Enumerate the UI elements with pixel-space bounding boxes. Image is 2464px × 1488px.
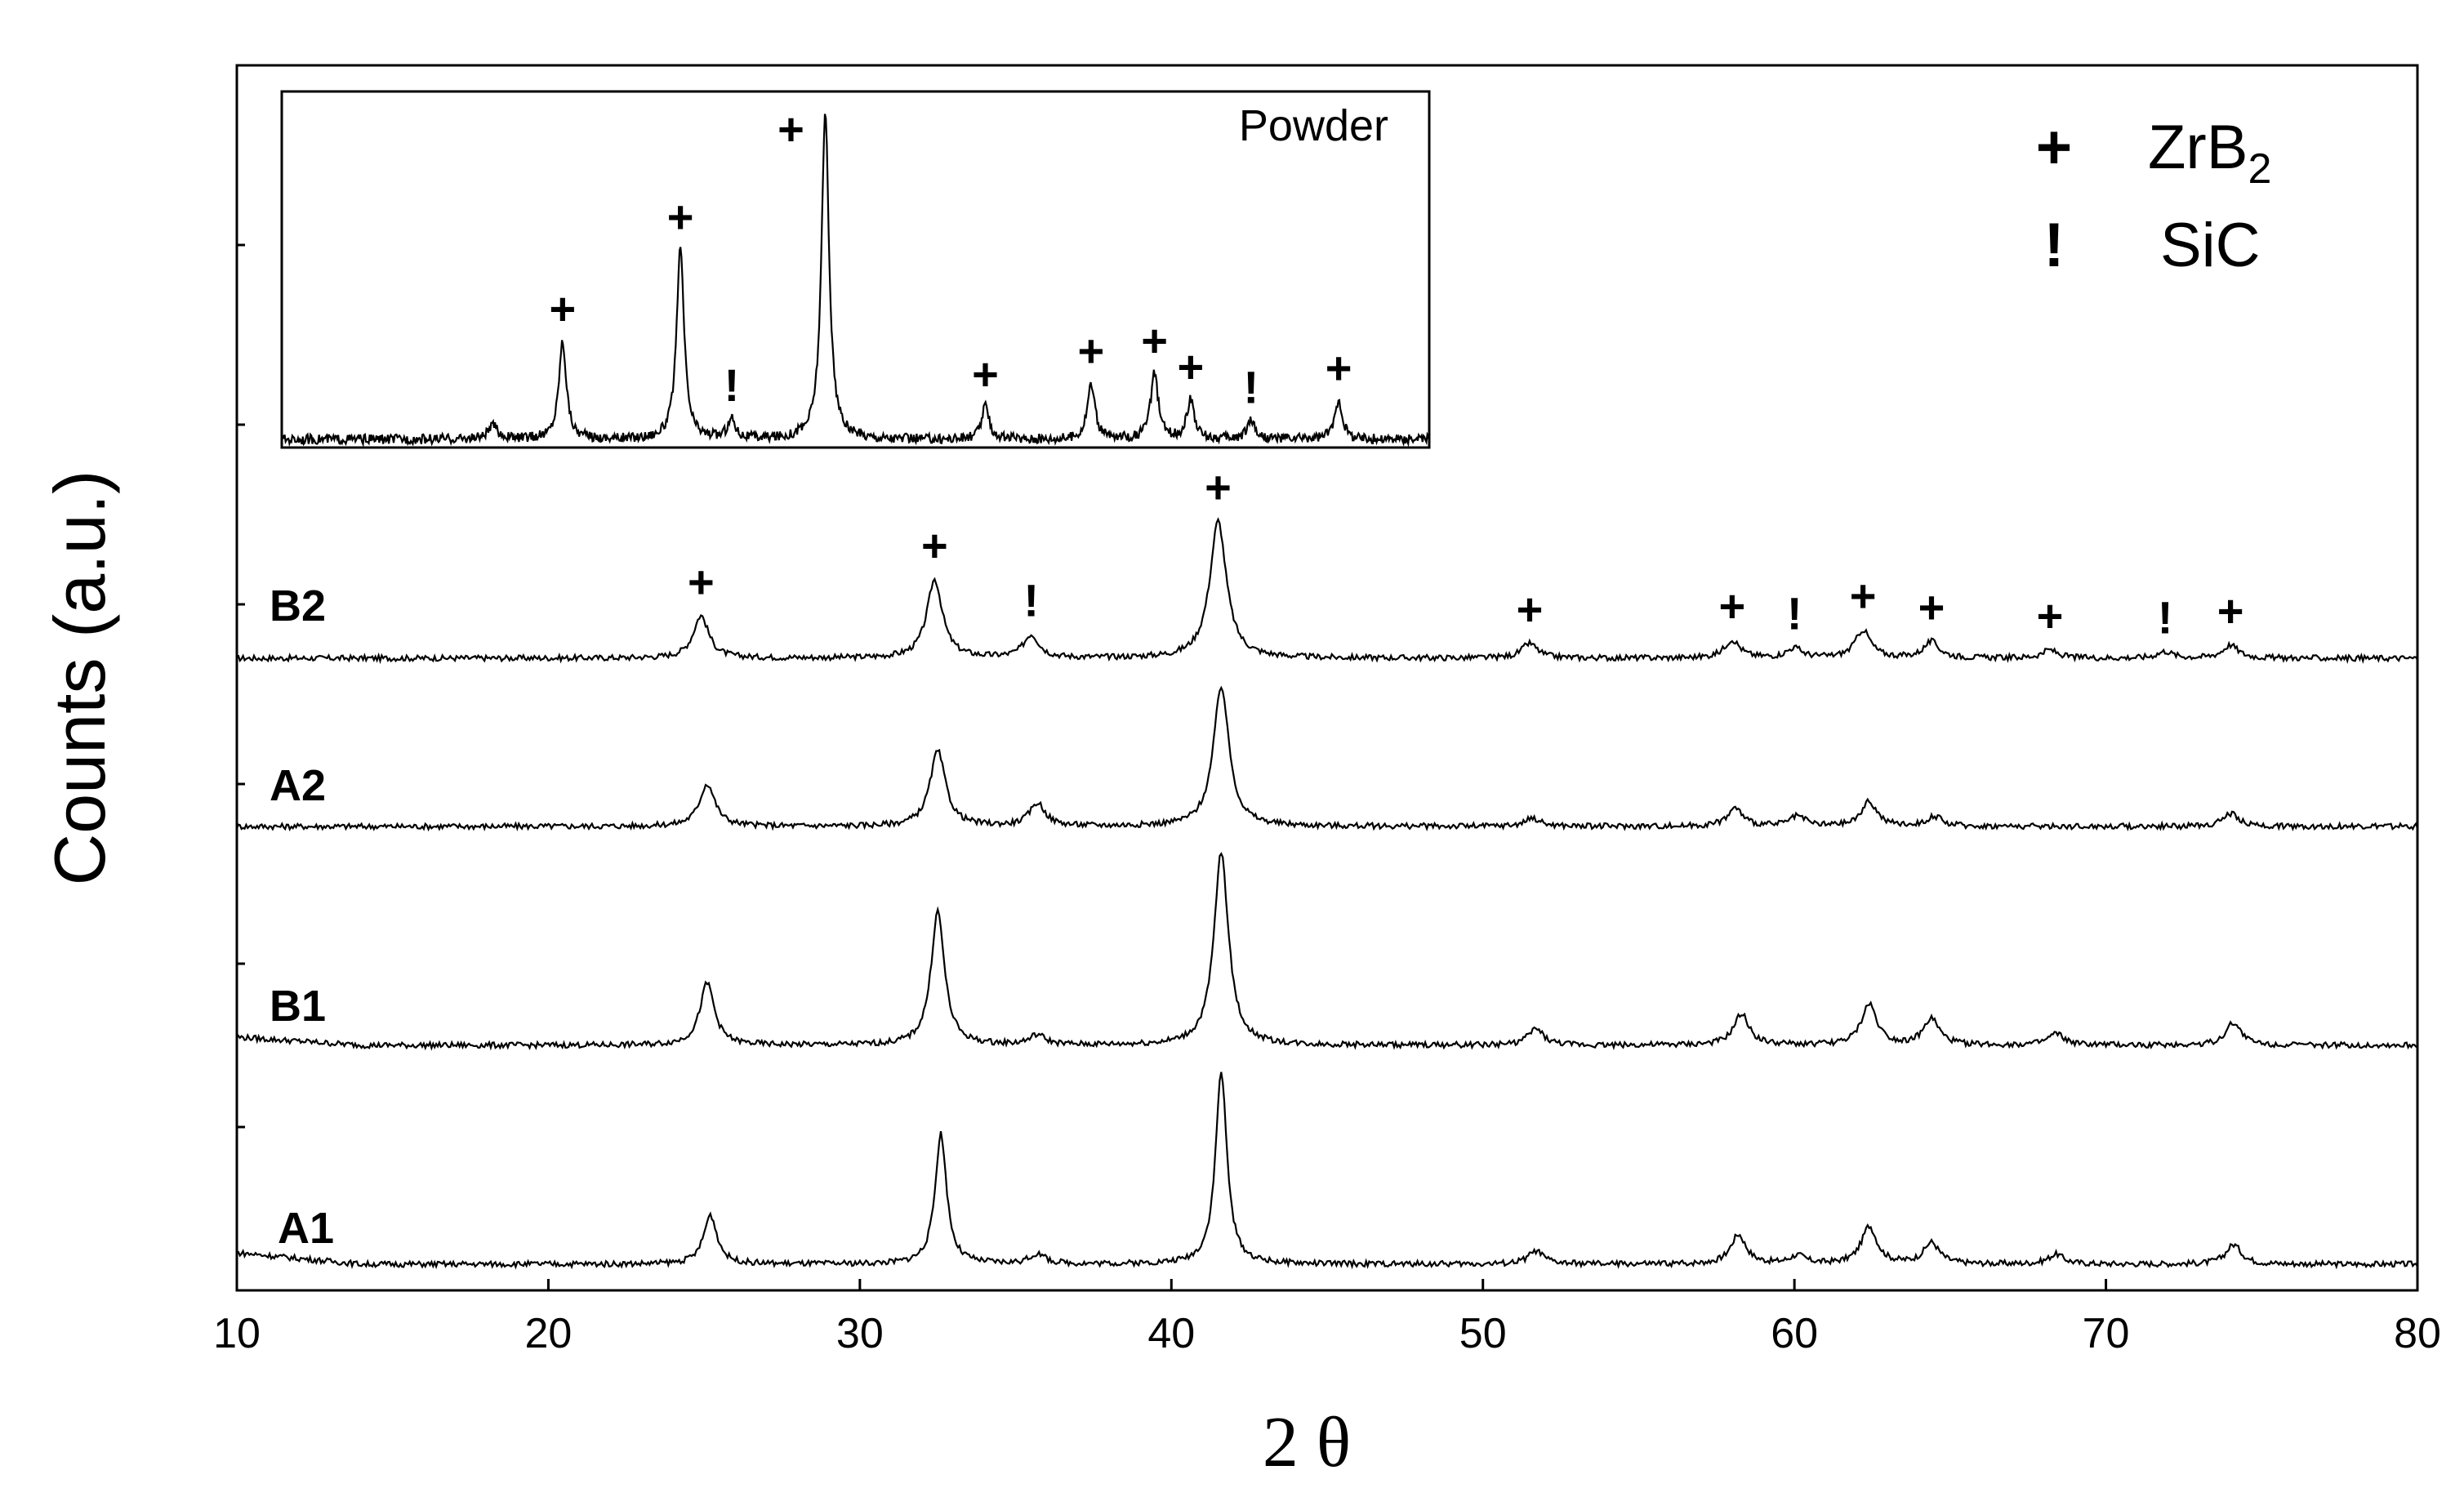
series-label-a1: A1: [278, 1204, 334, 1253]
legend-zrb2-label: ZrB2: [2148, 113, 2271, 193]
series-label-b1: B1: [270, 982, 326, 1031]
inset-zrb2-peak-marker: +: [778, 104, 804, 155]
x-axis-ticks: [235, 1279, 2419, 1290]
series-line-a1: [236, 1071, 2418, 1270]
inset-frame: [280, 90, 1431, 449]
inset-zrb2-peak-marker: +: [667, 191, 694, 243]
legend-zrb2-symbol: +: [2036, 113, 2072, 182]
inset-zrb2-peak-marker: +: [1141, 315, 1168, 367]
zrb2-peak-marker: +: [1517, 584, 1544, 635]
x-axis-tick-labels: 10 20 30 40 50 60 70 80: [213, 1310, 2441, 1357]
series-label-a2: A2: [270, 761, 326, 810]
inset-sic-peak-marker: !: [724, 359, 740, 411]
legend-sic-symbol: !: [2043, 211, 2064, 280]
zrb2-peak-marker: +: [688, 556, 715, 608]
series-layer: B2 A2 B1 A1: [235, 517, 2419, 1270]
inset-title: Powder: [1239, 101, 1388, 150]
sic-peak-marker: !: [2158, 592, 2173, 644]
y-axis-label: Counts (a.u.): [39, 470, 120, 886]
zrb2-peak-marker: +: [2217, 586, 2244, 637]
inset-zrb2-peak-marker: +: [1178, 341, 1205, 392]
x-tick-label: 40: [1147, 1310, 1195, 1357]
legend-sic-label: SiC: [2160, 211, 2260, 280]
sic-peak-marker: !: [1787, 588, 1802, 639]
inset-powder-line: [280, 114, 1431, 448]
inset-zrb2-peak-marker: +: [1326, 342, 1352, 394]
x-tick-label: 70: [2083, 1310, 2130, 1357]
plot-frame: [235, 64, 2419, 1292]
legend: + ZrB2 ! SiC: [2036, 113, 2272, 280]
series-line-b2: [236, 517, 2418, 665]
series-label-b2: B2: [270, 581, 326, 630]
zrb2-peak-marker: +: [2037, 590, 2064, 642]
legend-zrb2-name: ZrB: [2148, 113, 2248, 182]
inset-zrb2-peak-marker: +: [972, 348, 999, 399]
x-axis-label: 2 θ: [1263, 1403, 1351, 1482]
x-tick-label: 50: [1459, 1310, 1507, 1357]
inset-zrb2-peak-marker: +: [1078, 325, 1105, 376]
inset-layer: ++!++ + ++! +: [280, 104, 1431, 448]
legend-zrb2-subscript: 2: [2248, 145, 2271, 193]
zrb2-peak-marker: +: [1205, 461, 1232, 513]
x-tick-label: 60: [1771, 1310, 1818, 1357]
x-tick-label: 10: [213, 1310, 261, 1357]
series-line-a2: [235, 685, 2419, 832]
x-tick-label: 80: [2394, 1310, 2441, 1357]
y-ticks: [237, 243, 245, 1129]
x-tick-label: 20: [525, 1310, 573, 1357]
inset-sic-peak-marker: !: [1244, 361, 1259, 412]
series-line-b1: [236, 852, 2418, 1051]
phase-markers: + +! + + +! + + +! +: [688, 461, 2244, 644]
zrb2-peak-marker: +: [1918, 581, 1945, 633]
zrb2-peak-marker: +: [1719, 580, 1746, 631]
zrb2-peak-marker: +: [921, 519, 948, 571]
sic-peak-marker: !: [1023, 575, 1039, 626]
zrb2-peak-marker: +: [1850, 570, 1877, 621]
x-tick-label: 30: [836, 1310, 884, 1357]
inset-zrb2-peak-marker: +: [550, 283, 577, 334]
